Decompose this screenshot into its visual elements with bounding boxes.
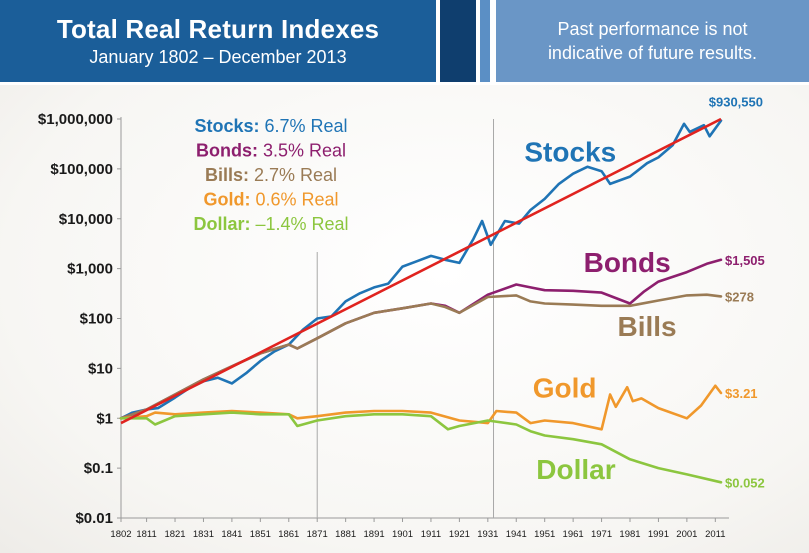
legend-entry-name: Stocks:: [194, 116, 264, 136]
series-line-gold: [119, 384, 723, 431]
y-tick-label: $0.1: [84, 460, 113, 477]
y-tick-label: $10,000: [59, 211, 113, 228]
x-tick-label: 1951: [534, 529, 555, 540]
x-tick-label: 1841: [221, 529, 242, 540]
legend-entry-name: Bonds:: [196, 141, 263, 161]
x-tick-label: 1871: [307, 529, 328, 540]
series-line-dollar: [119, 411, 723, 484]
series-line-stocks: [119, 119, 723, 420]
x-tick-label: 1831: [193, 529, 214, 540]
banner-divider-dark: [440, 0, 476, 82]
x-tick-label: 2001: [676, 529, 697, 540]
x-tick-label: 1961: [563, 529, 584, 540]
legend-entry: Gold: 0.6% Real: [203, 190, 338, 210]
x-tick-label: 1821: [164, 529, 185, 540]
y-tick-label: $1,000: [67, 261, 113, 278]
x-tick-label: 1881: [335, 529, 356, 540]
series-name-label-bills: Bills: [617, 311, 676, 342]
chart-background: [0, 85, 809, 553]
legend-entry-value: 2.7% Real: [254, 165, 337, 185]
trend-line: [120, 117, 722, 425]
legend-entry-value: 0.6% Real: [255, 190, 338, 210]
legend-entry: Bonds: 3.5% Real: [196, 141, 346, 161]
disclaimer-banner: Past performance is not indicative of fu…: [496, 0, 809, 82]
x-tick-label: 1861: [278, 529, 299, 540]
series-end-label-bills: $278: [725, 289, 754, 304]
y-tick-label: $10: [88, 360, 113, 377]
series-name-label-bonds: Bonds: [584, 247, 671, 278]
legend-entry: Bills: 2.7% Real: [205, 165, 337, 185]
y-tick-label: $1,000,000: [38, 111, 113, 128]
legend-entry-name: Bills:: [205, 165, 254, 185]
x-tick-label: 1941: [506, 529, 527, 540]
y-tick-label: $1: [96, 410, 113, 427]
series-name-label-gold: Gold: [533, 373, 597, 404]
series-end-label-stocks: $930,550: [709, 95, 763, 110]
series-end-label-bonds: $1,505: [725, 253, 765, 268]
x-tick-label: 1851: [250, 529, 271, 540]
chart-subtitle: January 1802 – December 2013: [89, 47, 347, 67]
x-tick-label: 1911: [421, 529, 441, 540]
x-tick-label: 1931: [477, 529, 498, 540]
y-tick-label: $100: [80, 311, 113, 328]
x-tick-label: 1802: [110, 529, 131, 540]
disclaimer-line-1: Past performance is not: [557, 19, 748, 39]
disclaimer-line-2: indicative of future results.: [547, 43, 758, 63]
legend-entry-value: 3.5% Real: [263, 141, 346, 161]
y-tick-label: $0.01: [75, 510, 113, 527]
x-tick-label: 1971: [591, 529, 612, 540]
series-end-label-dollar: $0.052: [725, 475, 765, 490]
series-end-label-gold: $3.21: [725, 386, 758, 401]
series-name-label-dollar: Dollar: [536, 454, 615, 485]
chart-title: Total Real Return Indexes: [56, 14, 380, 44]
y-tick-label: $100,000: [50, 161, 113, 178]
x-tick-label: 1811: [136, 529, 156, 540]
x-tick-label: 1921: [449, 529, 470, 540]
legend-entry-name: Gold:: [203, 190, 255, 210]
series-name-label-stocks: Stocks: [524, 137, 616, 168]
legend-entry-value: 6.7% Real: [264, 116, 347, 136]
x-tick-label: 1891: [364, 529, 385, 540]
x-tick-label: 1901: [392, 529, 413, 540]
x-tick-label: 1981: [619, 529, 640, 540]
legend-entry: Dollar: –1.4% Real: [193, 214, 348, 234]
x-tick-label: 1991: [648, 529, 669, 540]
legend-entry-value: –1.4% Real: [255, 214, 348, 234]
x-tick-label: 2011: [705, 529, 725, 540]
legend-entry: Stocks: 6.7% Real: [194, 116, 347, 136]
title-banner: Total Real Return Indexes January 1802 –…: [0, 0, 436, 82]
legend-entry-name: Dollar:: [193, 214, 255, 234]
banner-divider-light: [480, 0, 490, 82]
